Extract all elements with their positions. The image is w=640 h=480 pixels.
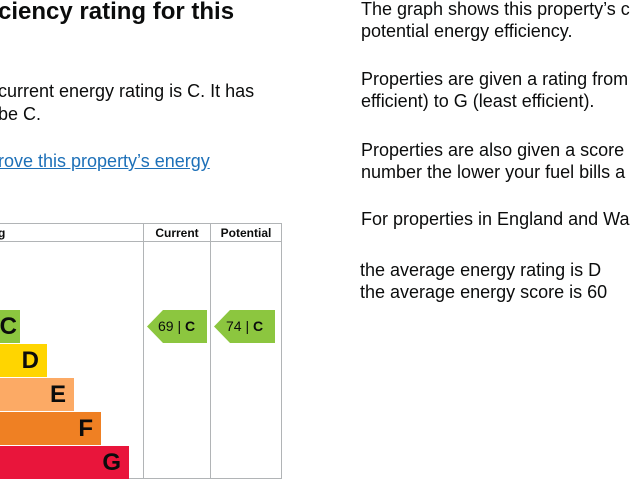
- chart-divider-potential: [210, 223, 211, 479]
- chart-top-border: [0, 223, 282, 224]
- average-rating: the average energy rating is D: [360, 260, 602, 280]
- rating-scale-explanation: Properties are given a rating from effic…: [361, 68, 628, 112]
- current-arrow-shape: [147, 310, 207, 343]
- band-g-letter: G: [102, 449, 121, 476]
- current-rating-text: 69 | C: [158, 310, 195, 342]
- graph-explanation-line-1: The graph shows this property’s c: [361, 0, 630, 19]
- rating-summary-line-1: current energy rating is C. It has: [0, 81, 255, 101]
- potential-rating-text: 74 | C: [226, 310, 263, 342]
- score-explanation-line-1: Properties are also given a score: [361, 140, 625, 160]
- score-explanation-line-2: number the lower your fuel bills a: [361, 162, 626, 182]
- band-e-letter: E: [49, 381, 66, 408]
- average-stats: the average energy rating is D the avera…: [360, 259, 607, 303]
- chart-bottom-border: [0, 478, 282, 479]
- band-e: E: [0, 378, 74, 411]
- band-d-letter: D: [21, 347, 39, 374]
- potential-arrow-shape: [214, 310, 275, 343]
- rating-summary-line-2: be C.: [0, 104, 42, 124]
- rating-summary: current energy rating is C. It has be C.: [0, 80, 254, 126]
- current-separator: |: [177, 318, 182, 334]
- band-c-letter: C: [0, 313, 17, 340]
- chart-right-border: [281, 223, 282, 479]
- page-heading: ciency rating for this: [0, 0, 235, 25]
- chart-header-divider: [0, 241, 282, 242]
- band-f-letter: F: [78, 415, 93, 442]
- graph-explanation: The graph shows this property’s c potent…: [361, 0, 630, 42]
- band-g: G: [0, 446, 129, 479]
- rating-scale-line-2: efficient) to G (least efficient).: [361, 91, 595, 111]
- column-header-rating: g: [0, 226, 6, 240]
- score-explanation: Properties are also given a score number…: [361, 139, 625, 183]
- band-f: F: [0, 412, 101, 445]
- band-c: C: [0, 310, 20, 343]
- potential-separator: |: [245, 318, 250, 334]
- potential-letter: C: [253, 318, 264, 334]
- region-note: For properties in England and Wa: [361, 209, 630, 229]
- column-header-current: Current: [155, 226, 199, 240]
- potential-score: 74: [226, 318, 242, 334]
- rating-scale-line-1: Properties are given a rating from: [361, 69, 629, 89]
- average-score: the average energy score is 60: [360, 282, 608, 302]
- current-rating-arrow: 69 | C: [147, 310, 207, 343]
- graph-explanation-line-2: potential energy efficiency.: [361, 21, 573, 41]
- potential-rating-arrow: 74 | C: [214, 310, 275, 343]
- improve-energy-link[interactable]: rove this property’s energy: [0, 151, 210, 171]
- current-letter: C: [185, 318, 196, 334]
- band-d: D: [0, 344, 47, 377]
- current-score: 69: [158, 318, 174, 334]
- column-header-potential: Potential: [220, 226, 272, 240]
- chart-divider-current: [143, 223, 144, 479]
